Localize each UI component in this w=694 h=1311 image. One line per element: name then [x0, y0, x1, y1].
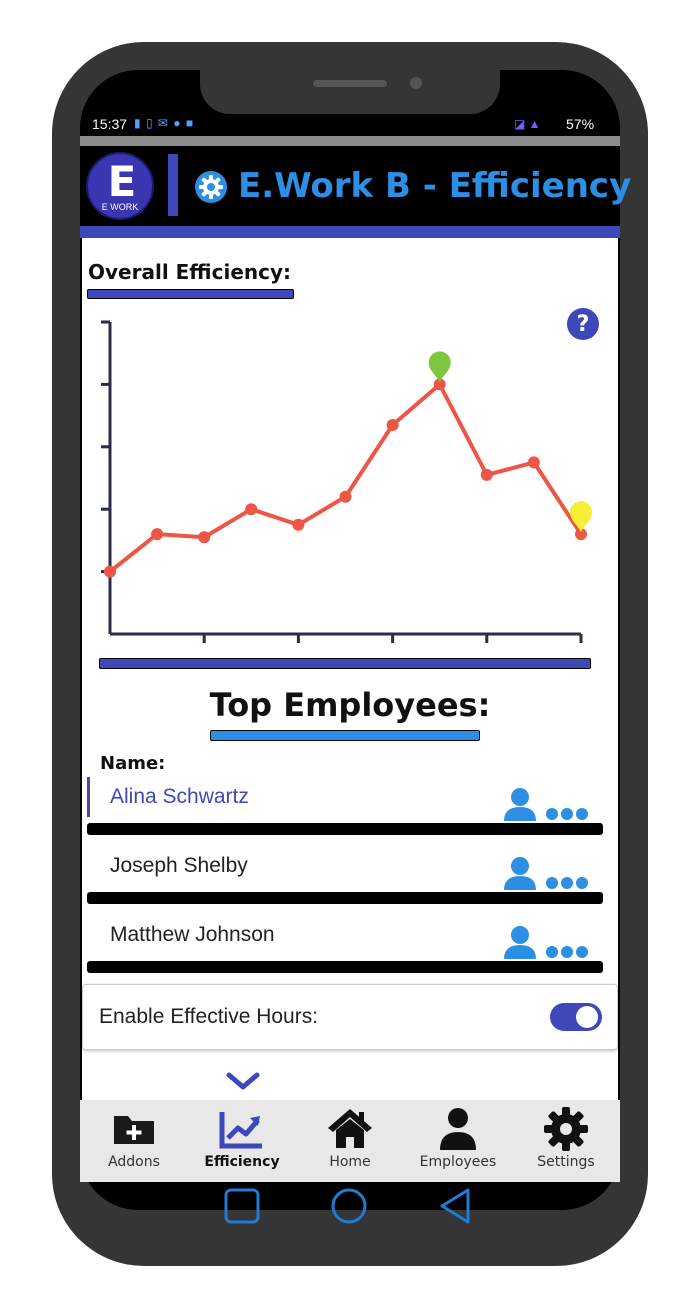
header-divider	[168, 154, 178, 216]
data-point	[386, 418, 399, 431]
nav-item-employees[interactable]: Employees	[404, 1100, 512, 1182]
user-icon	[440, 1108, 476, 1150]
top-employees-title: Top Employees:	[209, 686, 491, 724]
nav-label: Home	[329, 1154, 371, 1170]
data-point	[575, 528, 587, 541]
data-point	[527, 456, 540, 469]
battery-level: 57%	[566, 116, 595, 132]
main-content: Overall Efficiency: ? Top Employees: Nam…	[82, 238, 618, 1100]
data-point	[245, 503, 258, 516]
data-point	[151, 528, 164, 541]
nav-item-home[interactable]: Home	[296, 1100, 404, 1182]
row-divider	[87, 823, 603, 835]
row-divider	[87, 892, 603, 904]
home-button-icon[interactable]	[329, 1186, 369, 1226]
more-options-icon[interactable]	[545, 945, 589, 959]
more-options-icon[interactable]	[545, 807, 589, 821]
svg-text:?: ?	[577, 312, 590, 337]
recent-apps-icon[interactable]	[222, 1186, 262, 1226]
data-point	[433, 378, 446, 391]
effective-hours-setting: Enable Effective Hours:	[82, 984, 618, 1050]
nav-item-addons[interactable]: Addons	[80, 1100, 188, 1182]
overall-efficiency-title: Overall Efficiency:	[88, 260, 292, 284]
chart-line-icon	[219, 1112, 262, 1149]
gear-icon[interactable]	[194, 170, 228, 204]
logo-letter: E	[107, 157, 137, 206]
status-time: 15:37	[92, 116, 128, 132]
chart-underline	[99, 658, 591, 669]
more-options-icon[interactable]	[545, 876, 589, 890]
bottom-nav: Addons Efficiency Home Employees	[80, 1100, 620, 1182]
nav-label: Employees	[419, 1154, 497, 1170]
data-point	[104, 565, 116, 578]
top-employees-underline	[210, 730, 480, 741]
folder-plus-icon	[114, 1116, 154, 1144]
system-nav-bar	[80, 1182, 620, 1232]
latest-marker-pin	[570, 501, 592, 533]
nav-label: Settings	[537, 1154, 595, 1170]
efficiency-chart	[101, 320, 592, 643]
system-status-icons: ◪ ▲	[514, 117, 541, 131]
data-point	[339, 490, 352, 503]
effective-hours-label: Enable Effective Hours:	[99, 1005, 319, 1028]
logo-text: E WORK	[101, 202, 139, 212]
nav-item-efficiency[interactable]: Efficiency	[188, 1100, 296, 1182]
home-icon	[328, 1109, 372, 1148]
chevron-down-icon	[226, 1072, 260, 1090]
selected-indicator	[87, 777, 90, 817]
employee-name: Joseph Shelby	[110, 854, 248, 877]
app-logo[interactable]: E E WORK	[86, 152, 154, 220]
header-underline	[80, 226, 620, 238]
employee-row[interactable]: Matthew Johnson	[87, 915, 603, 977]
effective-hours-toggle[interactable]	[550, 1003, 602, 1031]
series-line	[108, 382, 583, 574]
data-point	[480, 468, 493, 481]
user-icon[interactable]	[503, 856, 537, 890]
gear-icon	[544, 1107, 588, 1151]
employee-row[interactable]: Joseph Shelby	[87, 846, 603, 908]
user-icon[interactable]	[503, 787, 537, 821]
row-divider	[87, 961, 603, 973]
nav-label: Addons	[108, 1154, 160, 1170]
user-icon[interactable]	[503, 925, 537, 959]
data-point	[198, 531, 211, 544]
phone-notch	[200, 70, 500, 114]
page-title: E.Work B - Efficiency	[238, 166, 632, 206]
data-point	[292, 518, 305, 531]
name-column-header: Name:	[100, 753, 166, 774]
phone-speaker	[313, 80, 387, 87]
nav-label: Efficiency	[204, 1154, 280, 1170]
phone-camera	[410, 77, 422, 89]
app-header: E E WORK E.Work B - Efficiency	[80, 146, 631, 226]
notification-icons: ▮ ▯ ✉ ● ■	[134, 116, 195, 130]
employee-row[interactable]: Alina Schwartz	[87, 777, 603, 839]
status-divider	[80, 136, 620, 146]
employee-name: Alina Schwartz	[110, 785, 249, 808]
status-bar: 15:37 ▮ ▯ ✉ ● ■ ◪ ▲ 57%	[80, 112, 620, 136]
employee-name: Matthew Johnson	[110, 923, 275, 946]
overall-efficiency-underline	[87, 289, 294, 299]
back-icon[interactable]	[436, 1186, 476, 1226]
help-icon[interactable]: ?	[567, 308, 599, 340]
toggle-knob	[576, 1006, 598, 1028]
nav-item-settings[interactable]: Settings	[512, 1100, 620, 1182]
max-marker-pin	[428, 351, 451, 383]
